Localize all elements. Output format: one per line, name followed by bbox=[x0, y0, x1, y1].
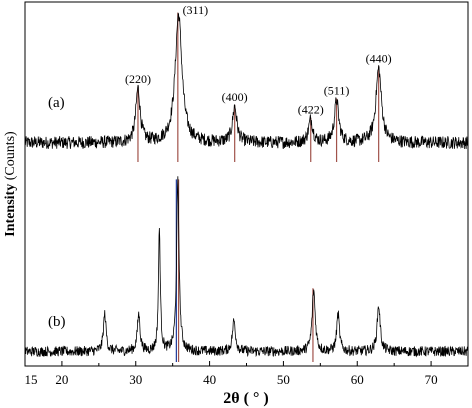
x-tick-label: 50 bbox=[277, 372, 290, 387]
y-axis-title-rest: (Counts) bbox=[3, 131, 18, 184]
y-axis-title: Intensity (Counts) bbox=[3, 131, 18, 237]
peak-label: (220) bbox=[125, 72, 151, 86]
x-axis-title: 2θ ( ° ) bbox=[223, 390, 268, 407]
series-a-label: (a) bbox=[48, 95, 65, 111]
series-b-line bbox=[24, 176, 469, 358]
x-tick-label: 20 bbox=[55, 372, 68, 387]
peak-labels: (220) (311) (400) (422)(511) (440) bbox=[125, 3, 392, 117]
x-tick-label: 70 bbox=[425, 372, 438, 387]
series-b-label: (b) bbox=[48, 314, 66, 330]
peak-label: (511) bbox=[324, 83, 350, 97]
x-tick-label: 60 bbox=[351, 372, 364, 387]
plot-frame bbox=[24, 1, 469, 367]
series-a-line bbox=[24, 12, 469, 149]
x-axis-ticks: 15 20 30 40 50 60 70 bbox=[24, 361, 438, 387]
reference-lines-b bbox=[175, 179, 314, 362]
peak-label: (311) bbox=[183, 3, 209, 17]
peak-label: (400) bbox=[222, 90, 248, 104]
x-tick-label: 15 bbox=[25, 372, 38, 387]
x-tick-label: 40 bbox=[203, 372, 216, 387]
y-axis-title-bold: Intensity bbox=[3, 184, 18, 237]
x-tick-label: 30 bbox=[129, 372, 142, 387]
peak-label: (422) bbox=[298, 103, 324, 117]
peak-label: (440) bbox=[366, 51, 392, 65]
